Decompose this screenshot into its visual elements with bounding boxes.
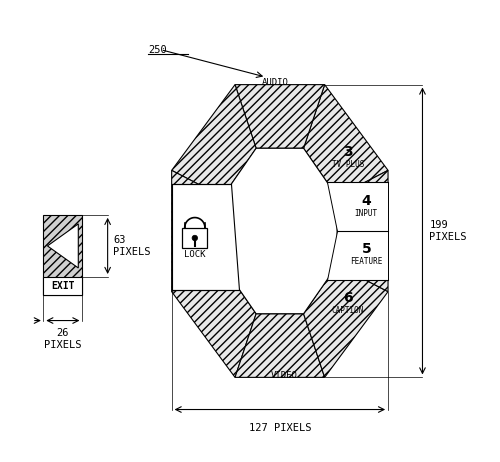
Text: INPUT: INPUT [354,208,378,218]
Bar [182,228,208,249]
Polygon shape [304,265,388,377]
Text: AUDIO: AUDIO [262,78,288,87]
Polygon shape [48,224,78,268]
Circle shape [192,235,198,241]
Polygon shape [172,265,256,377]
Polygon shape [235,314,324,377]
Polygon shape [304,85,388,197]
Polygon shape [172,85,256,197]
Polygon shape [327,182,388,231]
Text: CAPTION: CAPTION [332,306,364,315]
Bar [44,215,82,295]
Text: VIDEO: VIDEO [271,371,298,380]
Text: 199
PIXELS: 199 PIXELS [430,220,467,242]
Polygon shape [172,170,222,292]
Text: 63
PIXELS: 63 PIXELS [113,235,150,257]
Text: LOCK: LOCK [184,250,206,259]
Polygon shape [222,148,337,314]
Text: 6: 6 [344,291,353,305]
Text: 3: 3 [344,145,353,159]
Text: TV PLUS: TV PLUS [332,160,364,169]
Text: FEATURE: FEATURE [350,257,382,266]
Bar [44,277,82,295]
Text: 250: 250 [148,45,167,55]
Polygon shape [327,231,388,280]
Text: 5: 5 [362,243,371,256]
Polygon shape [337,170,388,292]
Polygon shape [172,184,239,290]
Text: 127 PIXELS: 127 PIXELS [248,423,311,433]
Text: 4: 4 [362,194,371,207]
Text: 26
PIXELS: 26 PIXELS [44,328,82,350]
Polygon shape [235,85,324,148]
Text: EXIT: EXIT [51,281,74,291]
